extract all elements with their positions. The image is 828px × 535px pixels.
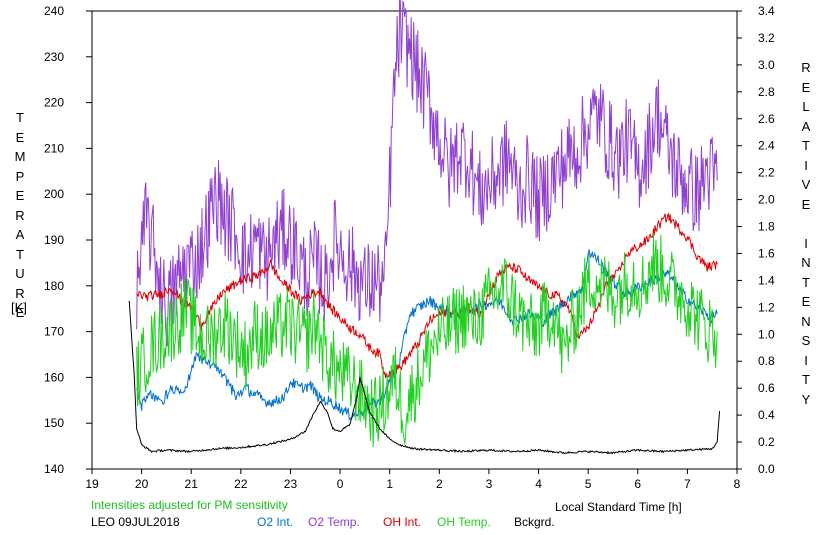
y-right-tick-label: 0.2: [758, 435, 775, 449]
x-axis-label: Local Standard Time [h]: [555, 500, 682, 514]
y-right-label-letter: T: [802, 372, 810, 387]
y-right-tick-label: 2.8: [758, 85, 775, 99]
y-left-label-letter: A: [15, 227, 25, 242]
y-right-label-letter: S: [801, 333, 811, 348]
series-line-bckgrd: [128, 300, 721, 455]
y-right-label-letter: V: [801, 177, 811, 192]
station-label: LEO 09JUL2018: [91, 515, 180, 529]
y-right-tick-label: 0.6: [758, 381, 775, 395]
y-left-tick-label: 140: [44, 462, 64, 476]
y-left-label-letter: U: [15, 266, 25, 281]
series-line-oh-temp: [136, 232, 718, 447]
x-tick-label: 19: [85, 477, 99, 491]
x-tick-label: 22: [234, 477, 248, 491]
y-right-label-letter: I: [804, 157, 808, 173]
y-right-tick-label: 1.2: [758, 300, 775, 314]
y-right-tick-label: 3.4: [758, 4, 775, 18]
y-left-tick-label: 240: [44, 4, 64, 18]
y-right-tick-label: 0.0: [758, 462, 775, 476]
y-left-label-letter: R: [15, 207, 25, 223]
x-tick-label: 7: [684, 477, 691, 491]
adjustment-note: Intensities adjusted for PM sensitivity: [91, 498, 288, 512]
y-right-label-letter: E: [801, 196, 811, 212]
y-left-tick-label: 200: [44, 187, 64, 201]
x-tick-label: 5: [585, 477, 592, 491]
y-right-label-letter: I: [804, 235, 808, 251]
y-left-tick-label: 160: [44, 370, 64, 384]
y-right-label-letter: [798, 214, 814, 234]
y-left-tick-label: 150: [44, 416, 64, 430]
y-left-tick-label: 230: [44, 50, 64, 64]
x-tick-label: 21: [185, 477, 199, 491]
legend-entry: OH Int.: [383, 515, 422, 529]
y-left-label-letter: R: [15, 285, 25, 301]
y-left-label-letter: T: [16, 246, 24, 262]
y-right-tick-label: 0.8: [758, 354, 775, 368]
y-right-label-letter: E: [801, 294, 811, 309]
series-line-o2-int: [136, 248, 718, 421]
x-tick-label: 1: [386, 477, 393, 491]
y-right-label-letter: T: [802, 274, 810, 290]
legend-entry: O2 Temp.: [308, 515, 360, 529]
x-tick-label: 6: [634, 477, 641, 491]
y-right-label-letter: N: [801, 313, 811, 329]
axis-ticks: 19 20 21 22 23 0 1 2 3 4 5 6 7 8140150160170180190200…: [44, 4, 775, 491]
y-right-tick-label: 2.2: [758, 166, 775, 180]
x-tick-label: 20: [135, 477, 149, 491]
y-right-tick-label: 1.6: [758, 246, 775, 260]
y-right-tick-label: 2.0: [758, 193, 775, 207]
y-right-label-letter: I: [804, 352, 808, 368]
y-right-tick-label: 2.6: [758, 112, 775, 126]
y-left-tick-label: 170: [44, 325, 64, 339]
y-right-tick-label: 1.0: [758, 327, 775, 341]
y-right-label-letter: R: [801, 60, 811, 75]
y-left-label-letter: T: [16, 110, 24, 125]
y-right-label-letter: Y: [801, 391, 811, 407]
y-right-label-letter: T: [802, 138, 810, 153]
y-right-tick-label: 2.4: [758, 139, 775, 153]
y-left-tick-label: 180: [44, 279, 64, 293]
series-line-o2-temp: [136, 0, 718, 347]
y-right-label-letter: L: [802, 99, 810, 114]
y-right-tick-label: 1.4: [758, 273, 775, 287]
y-axis-left-unit: [K]: [11, 300, 27, 315]
y-left-tick-label: 190: [44, 233, 64, 247]
y-left-label-letter: E: [15, 129, 25, 145]
plot-area: [128, 0, 721, 455]
y-right-tick-label: 1.8: [758, 220, 775, 234]
y-right-label-letter: E: [801, 79, 811, 95]
x-tick-label: 8: [734, 477, 741, 491]
y-left-label-letter: E: [15, 188, 25, 203]
y-right-label-letter: N: [801, 255, 811, 270]
y-left-label-letter: P: [15, 168, 25, 184]
y-left-label-letter: E: [15, 305, 25, 320]
y-right-tick-label: 0.4: [758, 408, 775, 422]
y-left-tick-label: 210: [44, 141, 64, 155]
y-right-label-letter: A: [801, 118, 811, 134]
x-tick-label: 2: [436, 477, 443, 491]
y-right-tick-label: 3.2: [758, 31, 775, 45]
y-left-label-letter: M: [14, 149, 26, 164]
x-tick-label: 0: [337, 477, 344, 491]
legend-entry: Bckgrd.: [514, 515, 555, 529]
legend-entry: O2 Int.: [257, 515, 294, 529]
y-left-tick-label: 220: [44, 96, 64, 110]
x-tick-label: 4: [535, 477, 542, 491]
series-line-oh-int: [136, 212, 718, 379]
legend-entry: OH Temp.: [437, 515, 491, 529]
x-tick-label: 23: [284, 477, 298, 491]
x-tick-label: 3: [486, 477, 493, 491]
y-right-tick-label: 3.0: [758, 58, 775, 72]
